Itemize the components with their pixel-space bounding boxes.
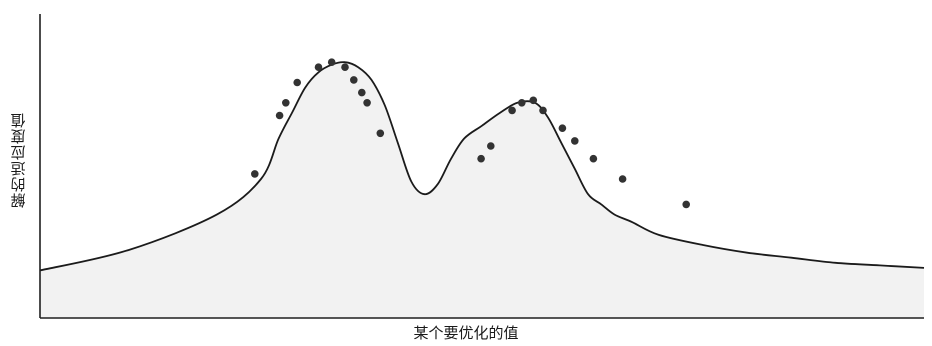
solution-point-19 — [589, 154, 598, 163]
solution-point-20 — [618, 175, 627, 183]
solution-point-14 — [518, 99, 526, 107]
solution-point-13 — [508, 106, 516, 115]
solution-point-7 — [350, 76, 358, 84]
solution-point-8 — [358, 88, 366, 97]
solution-point-10 — [376, 129, 385, 138]
solution-point-9 — [363, 99, 371, 107]
solution-point-5 — [327, 58, 336, 66]
solution-point-6 — [341, 63, 349, 71]
solution-point-11 — [477, 154, 485, 163]
solution-point-16 — [539, 106, 547, 115]
solution-point-1 — [275, 111, 284, 120]
x-axis-label: 某个要优化的值 — [413, 324, 519, 342]
solution-point-18 — [571, 137, 579, 145]
solution-point-3 — [293, 78, 302, 87]
fitness-curve-line — [39, 61, 925, 272]
area-under-curve — [40, 62, 924, 318]
solution-point-21 — [682, 200, 690, 209]
solution-point-17 — [558, 124, 567, 132]
solution-point-0 — [251, 170, 259, 178]
y-axis-label: 解的适应度值 — [9, 112, 28, 208]
solution-point-12 — [487, 142, 495, 150]
solution-point-4 — [314, 63, 323, 71]
solution-point-15 — [529, 96, 538, 105]
solution-point-2 — [282, 99, 290, 107]
